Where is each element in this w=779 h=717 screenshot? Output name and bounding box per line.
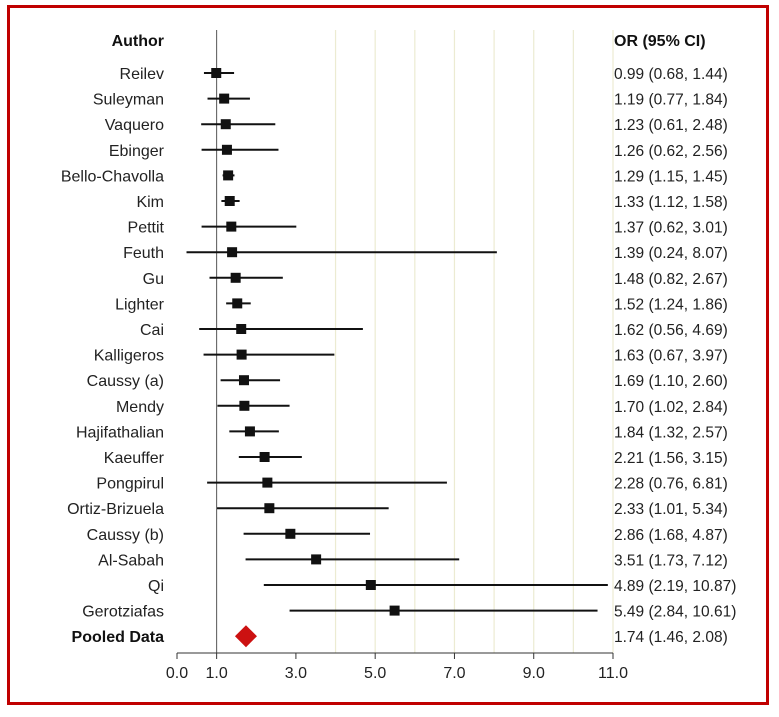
author-label: Reilev	[120, 66, 164, 83]
or-ci-label: 2.86 (1.68, 4.87)	[614, 527, 728, 544]
x-tick-label: 7.0	[443, 665, 465, 682]
author-label: Qi	[148, 578, 164, 595]
point-estimate-marker	[232, 298, 243, 309]
author-label: Cai	[140, 322, 164, 339]
author-label: Kaeuffer	[104, 450, 165, 467]
point-estimate-marker	[285, 528, 296, 539]
gridlines	[334, 30, 614, 653]
point-estimate-marker	[221, 144, 232, 155]
point-estimate-marker	[230, 272, 241, 283]
x-tick-label: 9.0	[523, 665, 545, 682]
x-axis: 0.0 1.0 3.0 5.0 7.0 9.0 11.0	[166, 652, 628, 682]
author-label: Al-Sabah	[98, 552, 164, 569]
or-ci-label: 1.84 (1.32, 2.57)	[614, 424, 728, 441]
point-estimate-marker	[226, 221, 237, 232]
author-label: Ortiz-Brizuela	[67, 501, 164, 518]
point-estimate-marker	[262, 477, 273, 488]
author-label: Gu	[143, 271, 164, 288]
or-ci-label: 1.48 (0.82, 2.67)	[614, 271, 728, 288]
or-ci-label: 1.23 (0.61, 2.48)	[614, 117, 728, 134]
or-ci-label: 2.33 (1.01, 5.34)	[614, 501, 728, 518]
author-label: Vaquero	[105, 117, 164, 134]
or-ci-label: 1.69 (1.10, 2.60)	[614, 373, 728, 390]
forest-plot: Reilev Suleyman Vaquero Ebinger Bello-Chavol…	[61, 30, 736, 682]
point-estimate-marker	[220, 119, 231, 130]
author-label: Pongpirul	[96, 476, 164, 493]
author-label: Caussy (b)	[87, 527, 164, 544]
header-or-ci: OR (95% CI)	[614, 33, 706, 50]
or-ci-label: 1.52 (1.24, 1.86)	[614, 296, 728, 313]
or-ci-label: 5.49 (2.84, 10.61)	[614, 604, 736, 621]
or-ci-label: 1.19 (0.77, 1.84)	[614, 92, 728, 109]
author-label: Gerotziafas	[82, 604, 164, 621]
ci-lines	[186, 72, 608, 612]
pooled-label: Pooled Data	[72, 629, 165, 646]
x-tick-label: 5.0	[364, 665, 386, 682]
point-estimate-marker	[223, 170, 234, 181]
or-ci-label: 1.33 (1.12, 1.58)	[614, 194, 728, 211]
point-estimate-marker	[244, 426, 255, 437]
author-label: Kim	[136, 194, 164, 211]
author-label: Ebinger	[109, 143, 165, 160]
point-estimate-marker	[224, 196, 235, 206]
or-ci-label: 1.37 (0.62, 3.01)	[614, 220, 728, 237]
author-label: Caussy (a)	[87, 373, 164, 390]
author-label: Suleyman	[93, 92, 164, 109]
chart-frame: Reilev Suleyman Vaquero Ebinger Bello-Chavol…	[7, 5, 769, 705]
or-ci-label: 2.21 (1.56, 3.15)	[614, 450, 728, 467]
point-estimate-marker	[239, 400, 250, 411]
point-estimate-marker	[236, 349, 247, 360]
pooled-or-ci-label: 1.74 (1.46, 2.08)	[614, 629, 728, 646]
or-ci-label: 1.26 (0.62, 2.56)	[614, 143, 728, 160]
author-labels: Reilev Suleyman Vaquero Ebinger Bello-Chavol…	[61, 66, 165, 646]
point-estimate-marker	[264, 503, 275, 514]
x-tick-label: 0.0	[166, 665, 188, 682]
or-labels: 0.99 (0.68, 1.44) 1.19 (0.77, 1.84) 1.23 (…	[614, 66, 736, 646]
point-estimate-marker	[365, 580, 376, 590]
or-ci-label: 0.99 (0.68, 1.44)	[614, 66, 728, 83]
point-estimate-marker	[259, 452, 270, 462]
or-ci-label: 1.29 (1.15, 1.45)	[614, 168, 728, 185]
or-ci-label: 1.39 (0.24, 8.07)	[614, 245, 728, 262]
point-estimate-marker	[227, 247, 238, 258]
author-label: Bello-Chavolla	[61, 168, 164, 185]
x-tick-label: 3.0	[285, 665, 307, 682]
point-estimate-marker	[236, 324, 247, 334]
point-estimate-marker	[238, 375, 249, 386]
or-ci-label: 4.89 (2.19, 10.87)	[614, 578, 736, 595]
author-label: Pettit	[128, 220, 165, 237]
point-estimate-marker	[219, 93, 230, 104]
author-label: Feuth	[123, 245, 164, 262]
x-tick-label: 1.0	[206, 665, 228, 682]
or-ci-label: 3.51 (1.73, 7.12)	[614, 552, 728, 569]
header-author: Author	[112, 33, 164, 50]
author-label: Hajifathalian	[76, 424, 164, 441]
pooled-diamond	[234, 625, 257, 648]
or-ci-label: 1.70 (1.02, 2.84)	[614, 399, 728, 416]
point-estimate-marker	[211, 68, 222, 78]
point-estimates	[211, 68, 400, 648]
or-ci-label: 1.63 (0.67, 3.97)	[614, 348, 728, 365]
or-ci-label: 2.28 (0.76, 6.81)	[614, 476, 728, 493]
point-estimate-marker	[389, 605, 400, 616]
point-estimate-marker	[311, 554, 322, 565]
author-label: Mendy	[116, 399, 164, 416]
author-label: Lighter	[115, 296, 165, 313]
x-tick-label: 11.0	[598, 665, 628, 682]
or-ci-label: 1.62 (0.56, 4.69)	[614, 322, 728, 339]
author-label: Kalligeros	[94, 348, 164, 365]
